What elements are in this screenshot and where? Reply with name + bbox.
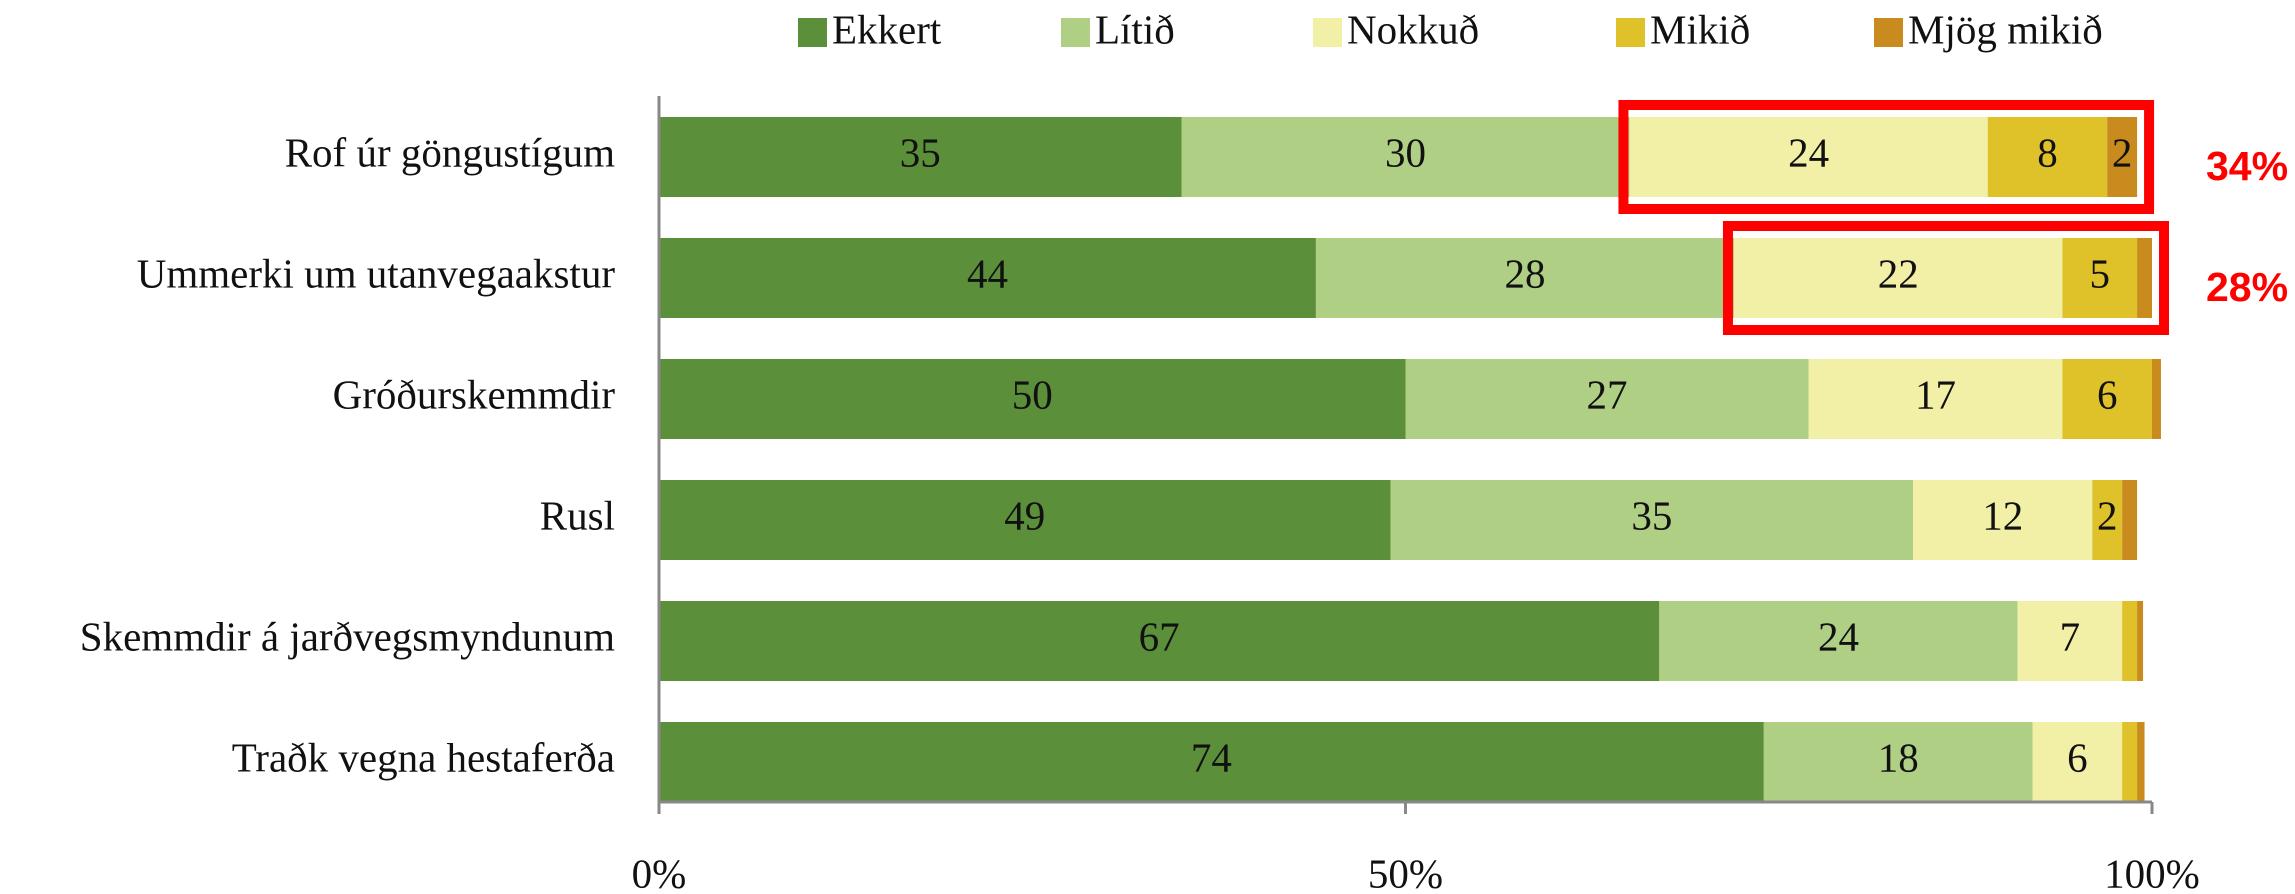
- legend-label: Lítið: [1095, 6, 1175, 52]
- value-label: 18: [1878, 734, 1919, 780]
- y-tick-label: Gróðurskemmdir: [333, 371, 616, 417]
- x-tick-label: 50%: [1368, 850, 1443, 894]
- bar-segment: [2122, 722, 2138, 802]
- y-tick-label: Rusl: [540, 492, 615, 538]
- legend-swatch: [1061, 18, 1090, 47]
- value-label: 2: [2112, 129, 2133, 175]
- highlight-box: [1722, 221, 2169, 335]
- value-label: 49: [1004, 492, 1045, 538]
- legend-label: Mjög mikið: [1908, 6, 2103, 52]
- value-label: 35: [1631, 492, 1672, 538]
- legend-swatch: [1874, 18, 1903, 47]
- bar-segment: [2092, 480, 2123, 560]
- bar-segment: [2137, 238, 2152, 318]
- bar-segment: [659, 117, 1182, 197]
- value-label: 67: [1139, 613, 1180, 659]
- value-label: 22: [1878, 250, 1919, 296]
- bar-segment: [2122, 480, 2138, 560]
- bar-segment: [1987, 117, 2108, 197]
- annotation: 34%: [2206, 143, 2288, 189]
- bar-segment: [2122, 601, 2138, 681]
- bar-segment: [2062, 359, 2152, 439]
- bar-segment: [659, 359, 1406, 439]
- bar-segment: [659, 480, 1391, 560]
- value-label: 28: [1504, 250, 1545, 296]
- value-label: 7: [2060, 613, 2081, 659]
- annotation: 28%: [2206, 264, 2288, 310]
- x-tick-label: 0%: [632, 850, 687, 894]
- y-tick-label: Ummerki um utanvegaakstur: [137, 250, 616, 296]
- bar-segment: [659, 601, 1660, 681]
- legend-label: Mikið: [1650, 6, 1750, 52]
- value-label: 24: [1788, 129, 1829, 175]
- y-tick-label: Rof úr göngustígum: [285, 129, 615, 175]
- bar-segment: [1629, 117, 1988, 197]
- highlight-box: [1618, 100, 2155, 214]
- value-label: 6: [2067, 734, 2088, 780]
- value-label: 35: [900, 129, 941, 175]
- bar-segment: [1659, 601, 2018, 681]
- y-tick-label: Skemmdir á jarðvegsmyndunum: [80, 613, 615, 659]
- value-label: 5: [2089, 250, 2110, 296]
- legend-label: Ekkert: [832, 6, 942, 52]
- value-label: 50: [1012, 371, 1053, 417]
- bar-segment: [1913, 480, 2093, 560]
- x-tick-label: 100%: [2104, 850, 2200, 894]
- value-label: 44: [967, 250, 1008, 296]
- value-label: 2: [2097, 492, 2118, 538]
- bar-segment: [1181, 117, 1630, 197]
- bar-segment: [2032, 722, 2123, 802]
- value-label: 12: [1982, 492, 2023, 538]
- bar-segment: [2152, 359, 2161, 439]
- bar-segment: [2107, 117, 2138, 197]
- legend-label: Nokkuð: [1347, 6, 1479, 52]
- bar-segment: [2062, 238, 2138, 318]
- legend-swatch: [1313, 18, 1342, 47]
- bar-segment: [1733, 238, 2063, 318]
- bar-segment: [2137, 722, 2145, 802]
- value-label: 24: [1818, 613, 1859, 659]
- bar-segment: [659, 722, 1764, 802]
- value-label: 6: [2097, 371, 2118, 417]
- bar-segment: [1763, 722, 2033, 802]
- legend-swatch: [798, 18, 827, 47]
- bar-segment: [2137, 601, 2144, 681]
- value-label: 74: [1191, 734, 1232, 780]
- bar-segment: [1808, 359, 2063, 439]
- bar-segment: [1390, 480, 1914, 560]
- legend-swatch: [1616, 18, 1645, 47]
- y-tick-label: Traðk vegna hestaferða: [232, 734, 615, 780]
- bar-segment: [1315, 238, 1734, 318]
- value-label: 8: [2037, 129, 2058, 175]
- bar-segment: [1405, 359, 1809, 439]
- bar-segment: [2017, 601, 2123, 681]
- value-label: 27: [1587, 371, 1628, 417]
- value-label: 30: [1385, 129, 1426, 175]
- value-label: 17: [1915, 371, 1956, 417]
- bar-segment: [659, 238, 1316, 318]
